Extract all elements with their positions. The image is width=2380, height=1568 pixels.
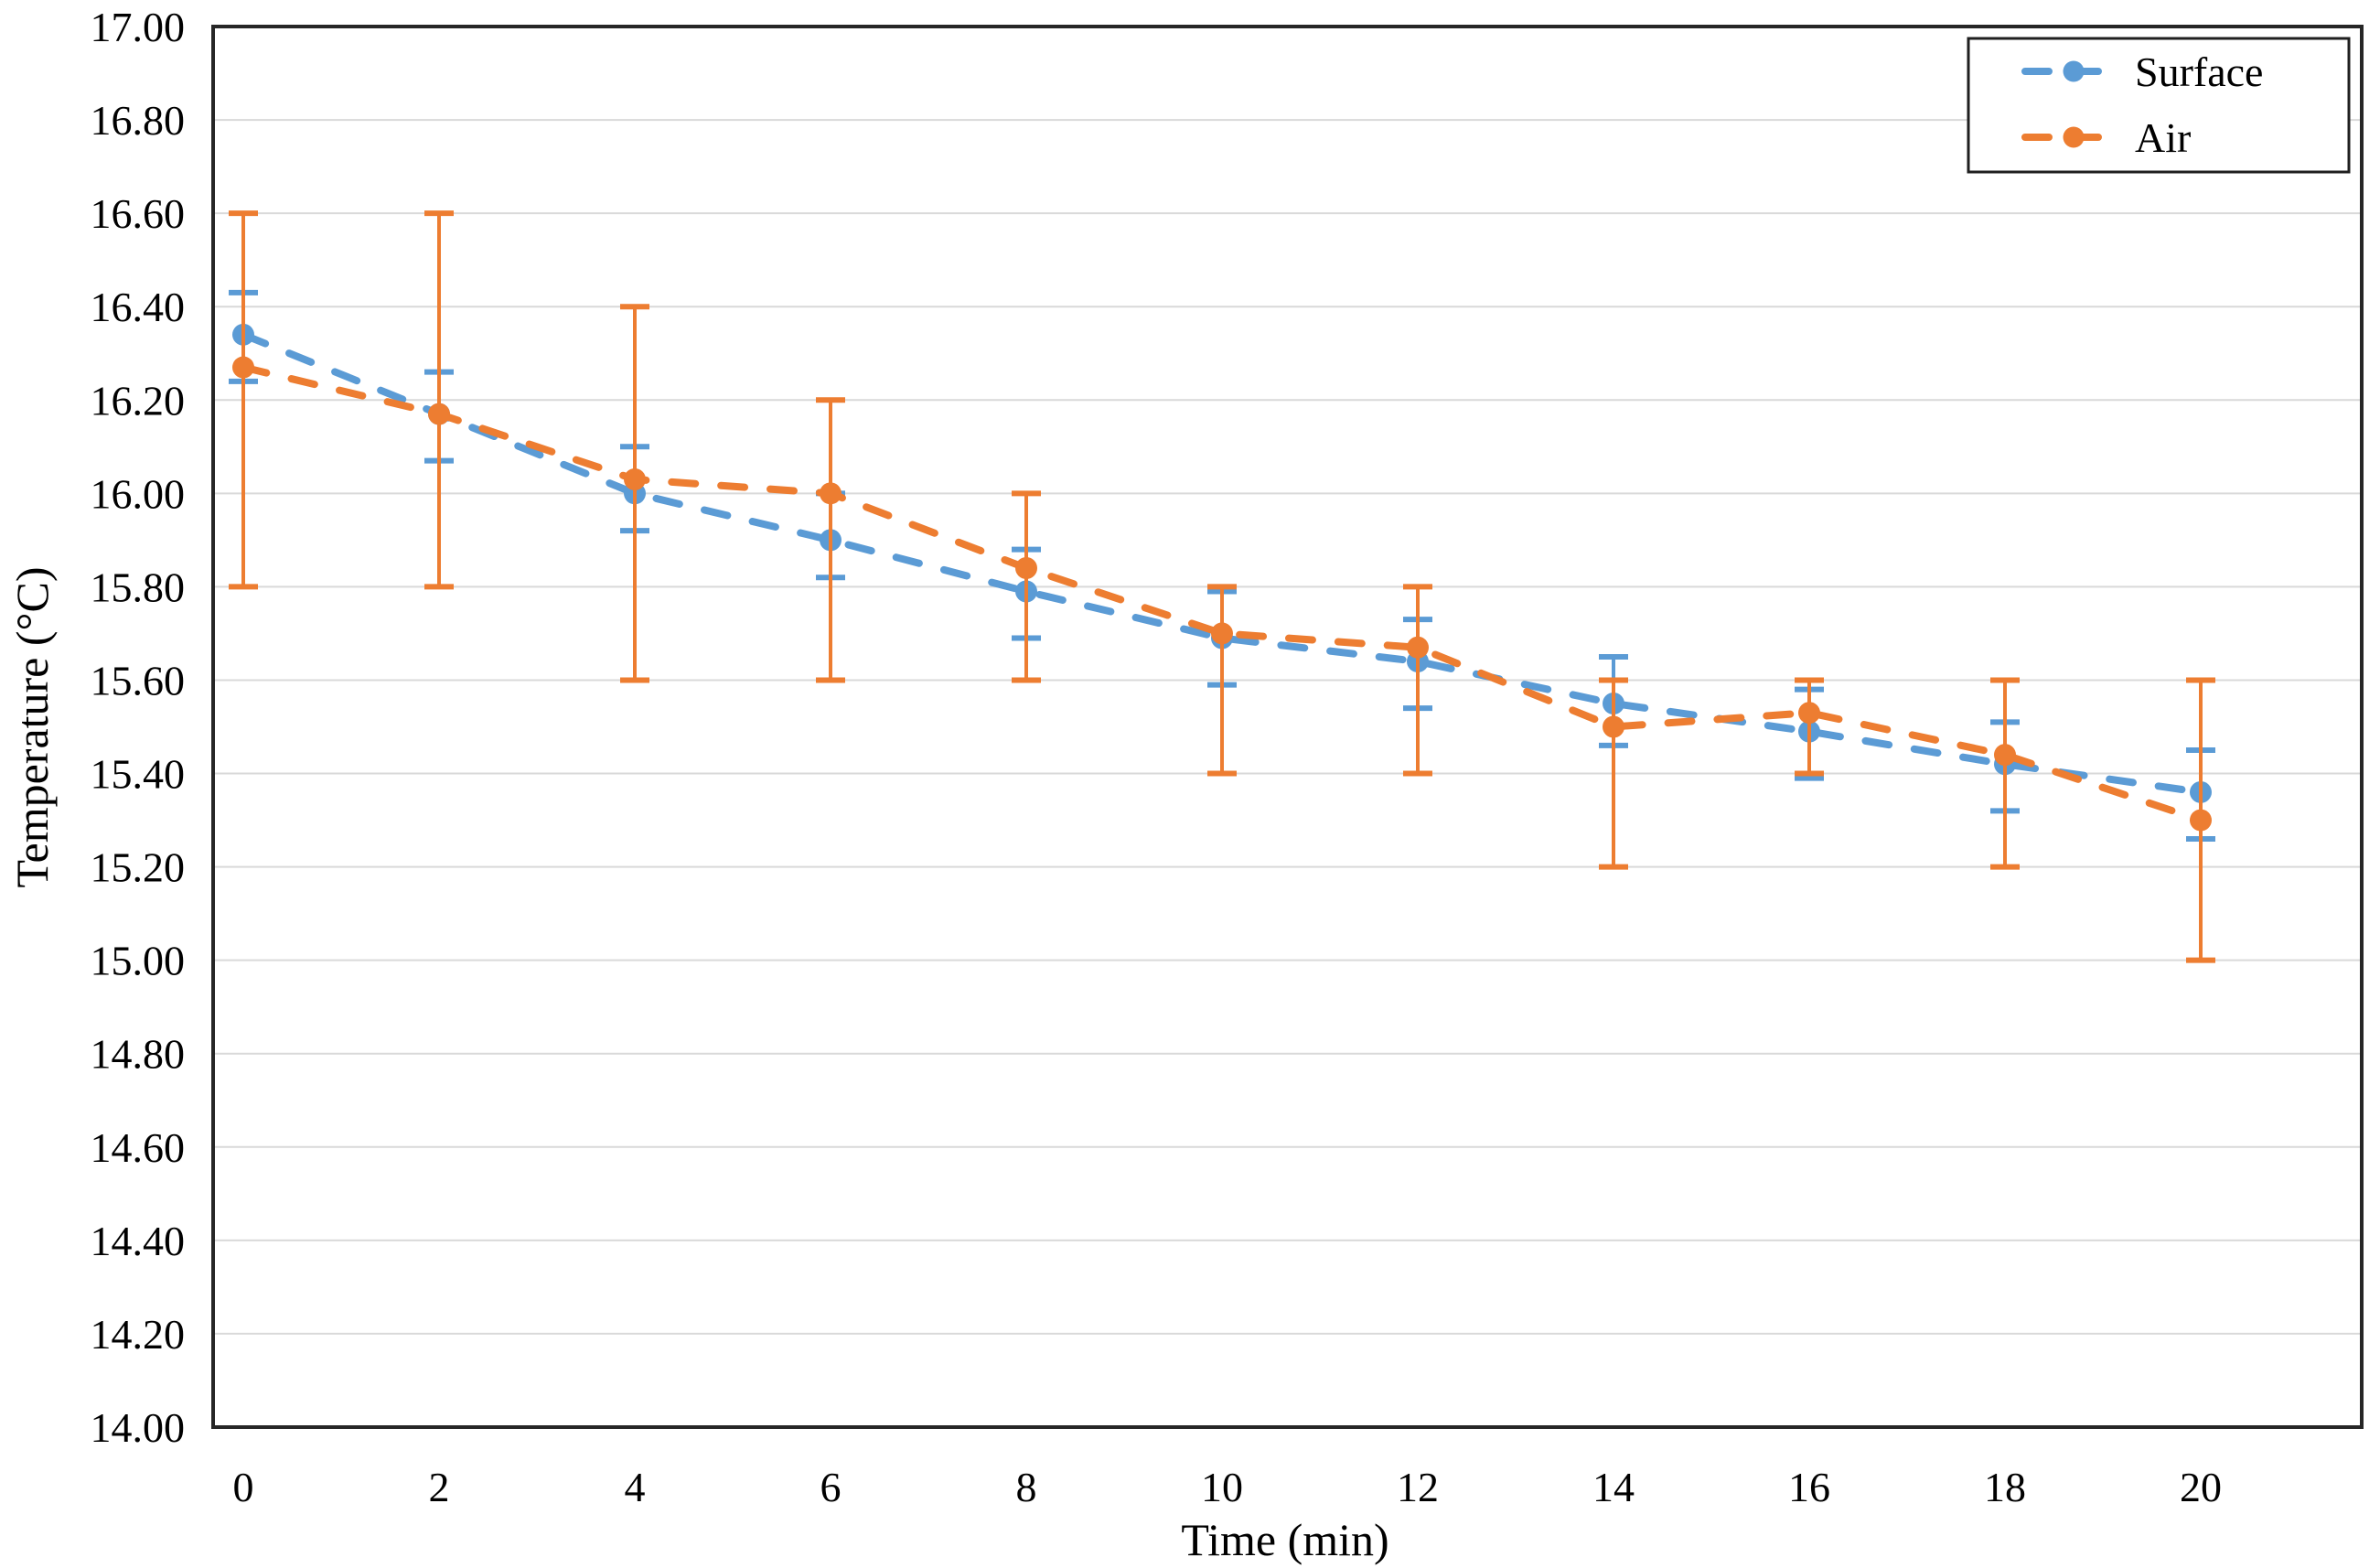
x-tick-label: 10 — [1201, 1464, 1243, 1510]
y-tick-label: 14.00 — [91, 1404, 186, 1451]
x-tick-label: 0 — [233, 1464, 254, 1510]
x-tick-label: 18 — [1984, 1464, 2026, 1510]
x-tick-label: 8 — [1016, 1464, 1037, 1510]
data-point-marker — [1407, 636, 1429, 659]
legend-surface-label: Surface — [2135, 48, 2263, 95]
y-tick-label: 16.60 — [91, 190, 186, 237]
y-tick-label: 15.00 — [91, 938, 186, 984]
data-point-marker — [624, 468, 646, 491]
y-tick-label: 16.80 — [91, 97, 186, 144]
data-point-marker — [1015, 556, 1037, 579]
y-axis-title: Temperature (°C) — [6, 566, 58, 887]
x-tick-label: 6 — [820, 1464, 842, 1510]
plot-area-border — [211, 25, 2364, 1429]
x-tick-label: 4 — [625, 1464, 646, 1510]
markers-air — [232, 356, 2212, 832]
y-tick-label: 14.40 — [91, 1218, 186, 1264]
legend-air-label: Air — [2135, 114, 2191, 161]
gridlines — [213, 119, 2362, 1335]
legend-air-marker-icon — [2063, 126, 2085, 148]
y-tick-label: 16.00 — [91, 470, 186, 517]
x-tick-label: 12 — [1397, 1464, 1439, 1510]
x-tick-label: 16 — [1788, 1464, 1830, 1510]
y-tick-label: 15.20 — [91, 844, 186, 891]
data-point-marker — [1211, 622, 1233, 645]
legend: Surface Air — [1967, 37, 2351, 174]
series-air — [229, 210, 2215, 963]
data-point-marker — [820, 482, 842, 505]
legend-box — [1967, 37, 2351, 174]
y-tick-label: 14.80 — [91, 1031, 186, 1078]
y-tick-label: 16.20 — [91, 377, 186, 424]
series-line-surface — [240, 330, 2204, 796]
data-point-marker — [1798, 702, 1820, 725]
x-tick-label: 20 — [2180, 1464, 2222, 1510]
data-point-marker — [232, 356, 254, 379]
x-tick-label: 2 — [429, 1464, 450, 1510]
x-axis-tick-labels: 0 2 4 6 8 10 12 14 16 18 20 — [233, 1464, 2223, 1510]
legend-item-air: Air — [2021, 114, 2191, 161]
x-tick-label: 14 — [1592, 1464, 1635, 1510]
legend-item-surface: Surface — [2021, 48, 2263, 95]
y-tick-label: 14.20 — [91, 1311, 186, 1358]
y-tick-label: 14.60 — [91, 1124, 186, 1171]
data-point-marker — [428, 403, 450, 425]
y-tick-label: 15.80 — [91, 564, 186, 610]
series-line-air — [240, 363, 2204, 824]
y-tick-label: 16.40 — [91, 284, 186, 330]
data-point-marker — [1603, 715, 1624, 738]
x-axis-title: Time (min) — [1181, 1514, 1388, 1565]
y-tick-label: 15.60 — [91, 657, 186, 703]
series-layer — [229, 210, 2215, 963]
y-axis-tick-labels: 17.00 16.80 16.60 16.40 16.20 16.00 15.80 15.60… — [91, 4, 186, 1451]
legend-surface-marker-icon — [2063, 60, 2085, 82]
data-point-marker — [1994, 744, 2016, 767]
y-tick-label: 15.40 — [91, 751, 186, 798]
data-point-marker — [2190, 809, 2212, 832]
y-tick-label: 17.00 — [91, 4, 186, 50]
